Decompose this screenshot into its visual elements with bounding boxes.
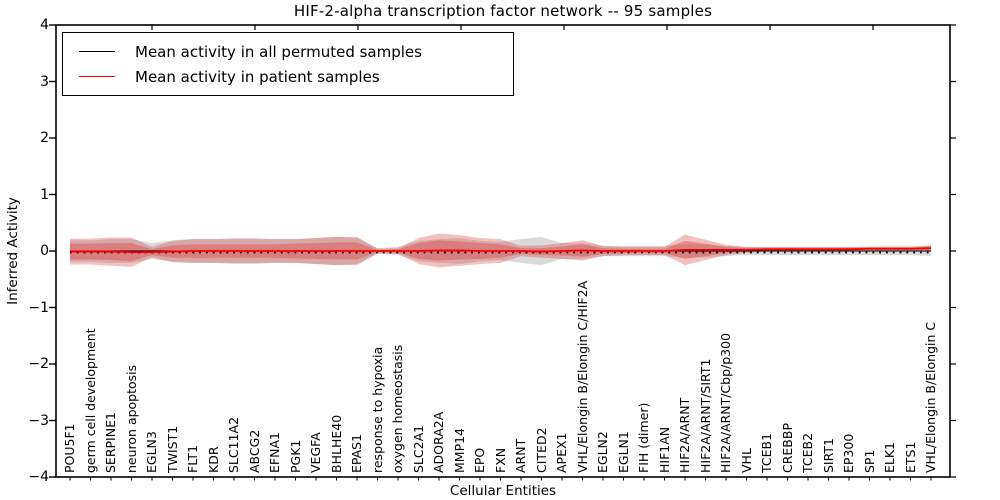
y-tick-label: −2: [28, 356, 49, 372]
x-tick-label: APEX1: [554, 432, 569, 473]
y-tick-label: 0: [40, 243, 49, 259]
x-tick-label: EFNA1: [267, 432, 282, 473]
x-tick-label: ETS1: [902, 441, 918, 473]
x-tick-label: SLC11A2: [226, 416, 241, 473]
x-tick-label: EGLN1: [615, 431, 631, 473]
legend-entry-label: Mean activity in patient samples: [135, 67, 380, 86]
legend-entry-label: Mean activity in all permuted samples: [135, 42, 422, 61]
x-tick-label: VHL: [738, 448, 754, 473]
x-tick-label: HIF2A/ARNT/Cbp/p300: [718, 332, 733, 473]
x-tick-label: VEGFA: [308, 432, 323, 473]
x-tick-label: MMP14: [451, 427, 467, 473]
x-tick-label: CITED2: [533, 427, 549, 473]
x-tick-label: oxygen homeostasis: [390, 344, 405, 473]
x-tick-label: EP300: [841, 433, 856, 473]
x-tick-label: PGK1: [287, 439, 303, 473]
y-tick-label: 2: [40, 130, 49, 146]
x-tick-label: EPAS1: [349, 433, 364, 473]
x-tick-label: HIF1AN: [656, 426, 672, 473]
chart-title: HIF-2-alpha transcription factor network…: [293, 2, 713, 20]
legend-entry: Mean activity in patient samples: [79, 68, 513, 86]
x-axis-label: Cellular Entities: [449, 483, 557, 499]
patient-mean-line: [70, 247, 932, 254]
x-tick-label: TWIST1: [164, 425, 180, 473]
y-tick-label: 3: [40, 73, 49, 90]
x-tick-label: germ cell development: [82, 328, 98, 473]
x-tick-label: ARNT: [513, 438, 528, 473]
x-tick-label: CREBBP: [779, 423, 795, 473]
y-tick-label: −3: [28, 412, 49, 429]
x-tick-label: EPO: [472, 447, 487, 473]
legend-line-permuted: [79, 51, 115, 52]
x-tick-label: FLT1: [185, 444, 200, 473]
x-tick-label: ADORA2A: [431, 411, 446, 473]
x-tick-label: KDR: [205, 446, 221, 473]
y-tick-label: −1: [28, 299, 49, 316]
x-tick-label: BHLHE40: [328, 414, 344, 473]
x-tick-label: HIF2A/ARNT/SIRT1: [697, 358, 713, 473]
x-tick-label: SERPINE1: [103, 412, 118, 473]
x-tick-label: VHL/Elongin B/Elongin C: [923, 321, 938, 473]
x-tick-label: EGLN2: [595, 431, 610, 473]
legend: Mean activity in all permuted samples Mea…: [62, 32, 514, 96]
x-tick-label: FXN: [492, 447, 508, 473]
legend-line-patient: [79, 76, 115, 77]
y-tick-label: 4: [40, 17, 49, 33]
x-tick-label: response to hypoxia: [369, 346, 385, 473]
x-tick-label: neuron apoptosis: [123, 364, 139, 473]
x-tick-label: POU5F1: [62, 423, 77, 473]
x-tick-label: SLC2A1: [410, 424, 426, 473]
x-tick-label: TCEB2: [800, 432, 815, 473]
x-tick-label: SP1: [861, 449, 877, 473]
x-tick-label: TCEB1: [759, 432, 774, 473]
legend-entry: Mean activity in all permuted samples: [79, 43, 513, 61]
x-tick-label: HIF2A/ARNT: [677, 397, 692, 473]
y-tick-label: −4: [28, 469, 49, 485]
x-tick-label: ELK1: [882, 441, 897, 473]
x-tick-label: VHL/Elongin B/Elongin C/HIF2A: [574, 280, 590, 473]
y-tick-label: 1: [40, 186, 49, 203]
x-tick-label: FIH (dimer): [636, 402, 651, 473]
x-tick-label: EGLN3: [144, 431, 159, 473]
x-tick-label: ABCG2: [246, 429, 262, 473]
x-tick-label: SIRT1: [820, 438, 836, 473]
